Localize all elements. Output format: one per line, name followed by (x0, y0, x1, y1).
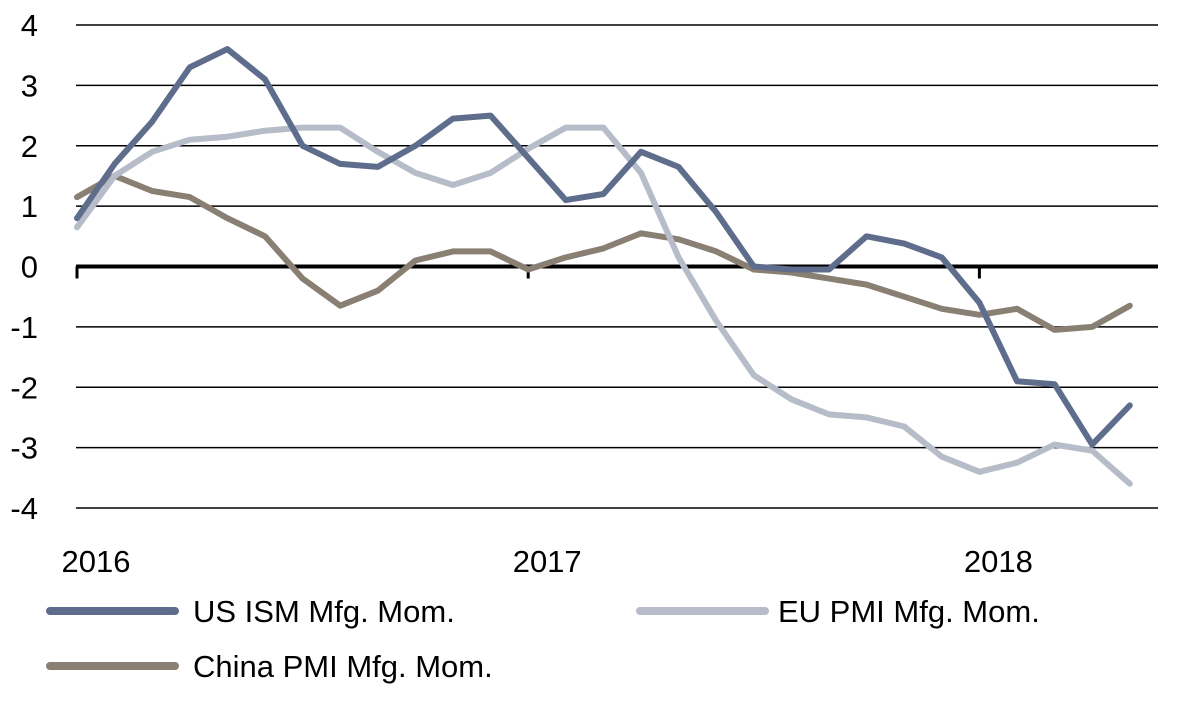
y-tick-label: -4 (10, 491, 38, 526)
legend: US ISM Mfg. Mom. EU PMI Mfg. Mom. China PM… (46, 594, 1040, 684)
y-tick-label: 2 (21, 129, 38, 164)
x-tick-label: 2018 (964, 544, 1033, 579)
legend-label-eu-pmi-mfg-mom: EU PMI Mfg. Mom. (778, 594, 1040, 629)
series-lines (74, 46, 1133, 487)
y-tick-label: 3 (21, 68, 38, 103)
legend-label-us-ism-mfg-mom: US ISM Mfg. Mom. (193, 594, 455, 629)
y-tick-label: -2 (10, 370, 38, 405)
series-line-china-pmi-mfg-mom (74, 172, 1133, 333)
y-tick-label: -1 (10, 310, 38, 345)
series-line-eu-pmi-mfg-mom (74, 124, 1133, 487)
x-tick-label: 2016 (62, 544, 131, 579)
legend-label-china-pmi-mfg-mom: China PMI Mfg. Mom. (193, 649, 493, 684)
y-tick-label: -3 (10, 431, 38, 466)
series-line-us-ism-mfg-mom (74, 46, 1133, 448)
y-tick-label: 0 (21, 250, 38, 285)
y-tick-labels: 4 3 2 1 0 -1 -2 -3 -4 (10, 8, 38, 526)
axes (75, 264, 1158, 279)
x-tick-labels: 2016 2017 2018 (62, 544, 1033, 579)
y-tick-label: 1 (21, 189, 38, 224)
y-tick-label: 4 (21, 8, 38, 43)
x-tick-label: 2017 (513, 544, 582, 579)
